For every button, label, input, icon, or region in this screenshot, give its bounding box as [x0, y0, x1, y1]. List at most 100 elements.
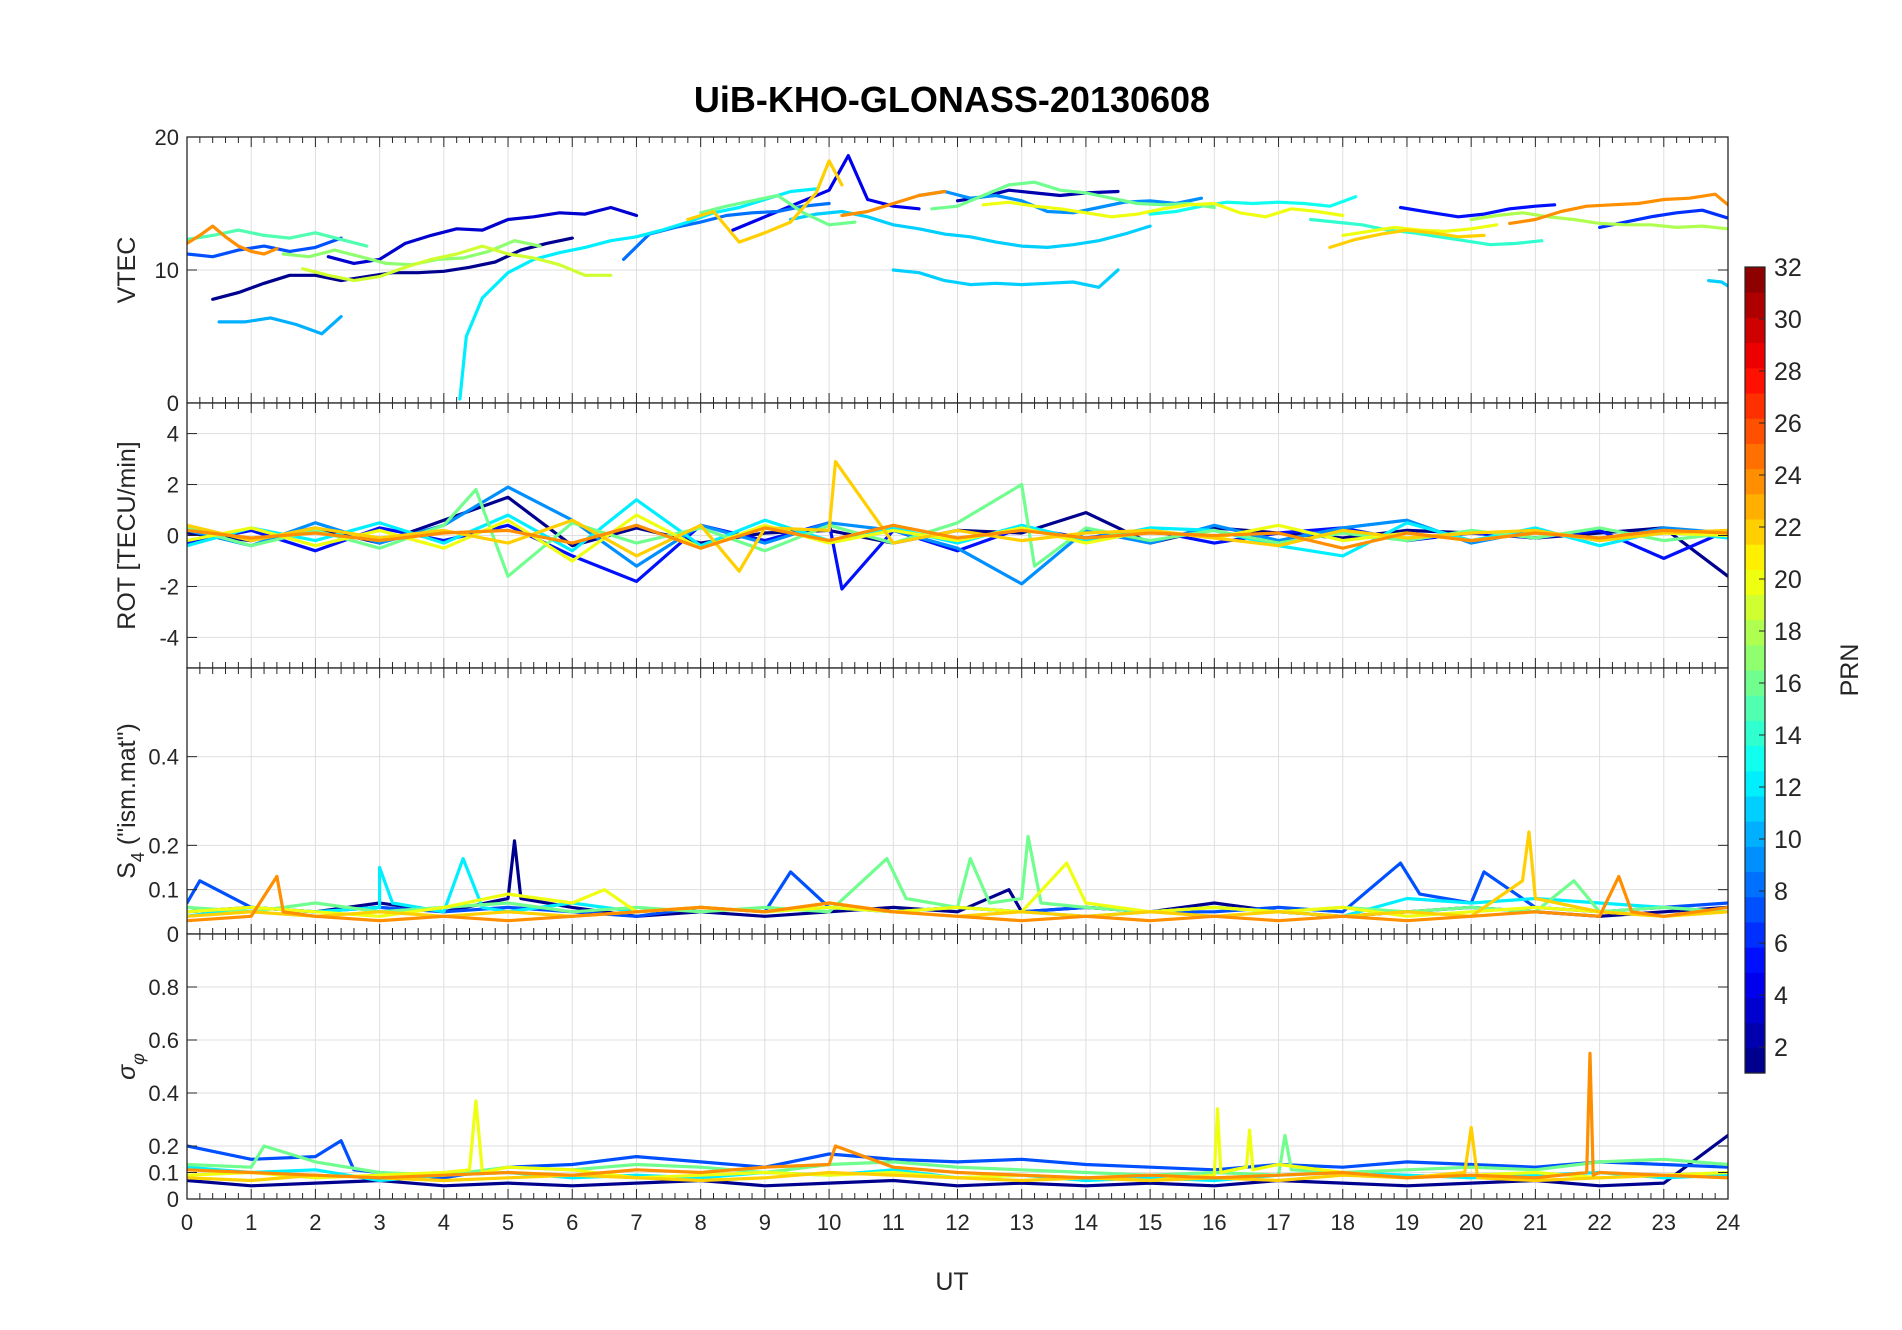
series-line-prn-22: [1328, 228, 1486, 249]
y-tick-label: 0.4: [148, 1081, 179, 1106]
series-line-prn-16: [187, 834, 1728, 914]
colorbar-segment: [1745, 720, 1765, 747]
series-line-prn-22: [187, 1125, 1728, 1183]
colorbar-segment: [1745, 997, 1765, 1024]
series-line-prn-24: [1508, 192, 1728, 225]
series-line-prn-9: [917, 189, 1204, 215]
colorbar-segment: [1745, 745, 1765, 772]
colorbar-tick-label: 18: [1774, 618, 1802, 646]
y-axis-label: S4 ("ism.mat"): [113, 723, 148, 879]
colorbar-frame: [1744, 266, 1766, 1074]
y-tick-label: 2: [167, 473, 179, 498]
colorbar-segment: [1745, 342, 1765, 369]
colorbar-segment: [1745, 443, 1765, 470]
y-tick-label: 10: [155, 258, 179, 283]
y-tick-label: 0.2: [148, 1134, 179, 1159]
colorbar-segment: [1745, 921, 1765, 948]
series-line-prn-24: [187, 523, 1728, 550]
colorbar-tick-label: 26: [1774, 410, 1802, 438]
y-tick-label: 0.1: [148, 1161, 179, 1186]
colorbar-tick-label: 32: [1774, 254, 1802, 282]
colorbar-segment: [1745, 544, 1765, 570]
series-line-prn-22: [187, 830, 1728, 918]
colorbar-tick-label: 14: [1774, 722, 1802, 750]
colorbar-tick-label: 30: [1774, 306, 1802, 334]
series-line-prn-20: [981, 200, 1345, 219]
x-tick-label: 17: [1266, 1210, 1290, 1235]
series-line-prn-24: [187, 224, 279, 256]
colorbar-label: PRN: [1836, 644, 1864, 697]
colorbar-segment: [1745, 392, 1765, 419]
colorbar-tick-label: 6: [1774, 930, 1788, 958]
colorbar-tick-label: 24: [1774, 462, 1802, 490]
x-tick-label: 23: [1652, 1210, 1676, 1235]
colorbar-segment: [1745, 292, 1765, 318]
series-group: [187, 1051, 1728, 1188]
y-axis-label: ROT [TECU/min]: [113, 441, 141, 629]
y-tick-label: 0: [167, 391, 179, 416]
y-tick-label: 0.1: [148, 878, 179, 903]
x-tick-label: 20: [1459, 1210, 1483, 1235]
colorbar-segment: [1745, 468, 1765, 495]
x-tick-label: 8: [695, 1210, 707, 1235]
y-axis-label: σφ: [113, 1053, 148, 1080]
colorbar-tick-label: 2: [1774, 1034, 1788, 1062]
y-tick-label: 20: [155, 125, 179, 150]
colorbar-segment: [1745, 821, 1765, 847]
y-tick-label: -4: [159, 625, 179, 650]
series-line-prn-19: [301, 244, 613, 283]
x-tick-label: 15: [1138, 1210, 1162, 1235]
series-line-prn-10: [217, 315, 343, 336]
panel-1: 0 10 20 VTEC: [113, 125, 1729, 416]
colorbar-segment: [1745, 1047, 1765, 1074]
series-line-prn-3: [326, 205, 639, 265]
x-tick-label: 18: [1331, 1210, 1355, 1235]
x-tick-label: 4: [438, 1210, 450, 1235]
x-tick-label: 12: [945, 1210, 969, 1235]
colorbar-segment: [1745, 1022, 1765, 1049]
colorbar-segment: [1745, 871, 1765, 898]
series-line-prn-13: [1148, 195, 1358, 216]
colorbar-segment: [1745, 947, 1765, 973]
y-tick-label: -2: [159, 574, 179, 599]
x-tick-label: 24: [1716, 1210, 1740, 1235]
panel-2: -4 -2 0 2 4 ROT [TECU/min]: [113, 402, 1729, 669]
colorbar-segment: [1745, 619, 1765, 646]
x-tick-label: 9: [759, 1210, 771, 1235]
x-tick-label: 6: [566, 1210, 578, 1235]
series-group: [187, 154, 1728, 401]
colorbar-segment: [1745, 493, 1765, 520]
colorbar-segment: [1745, 594, 1765, 621]
series-line-prn-12: [458, 187, 818, 401]
y-tick-label: 4: [167, 422, 179, 447]
colorbar-segment: [1745, 670, 1765, 696]
series-line-prn-22: [187, 460, 1728, 573]
series-line-prn-15: [187, 228, 369, 248]
x-tick-label: 19: [1395, 1210, 1419, 1235]
x-axis-label: UT: [935, 1268, 968, 1296]
colorbar-segment: [1745, 896, 1765, 923]
x-tick-label: 10: [817, 1210, 841, 1235]
x-tick-label: 13: [1009, 1210, 1033, 1235]
colorbar-segment: [1745, 418, 1765, 444]
series-line-prn-16: [930, 180, 1216, 211]
y-tick-label: 0.2: [148, 833, 179, 858]
colorbar-segment: [1745, 846, 1765, 873]
x-tick-label: 3: [374, 1210, 386, 1235]
x-tick-label: 0: [181, 1210, 193, 1235]
colorbar-segment: [1745, 569, 1765, 596]
series-line-prn-24: [187, 874, 1728, 923]
colorbar-segment: [1745, 317, 1765, 344]
series-group: [187, 460, 1728, 591]
y-axis-label: VTEC: [113, 237, 141, 304]
series-line-prn-11: [1707, 279, 1728, 288]
x-tick-label: 21: [1523, 1210, 1547, 1235]
series-line-prn-1: [187, 1133, 1728, 1188]
y-tick-label: 0: [167, 1187, 179, 1212]
colorbar-segment: [1745, 367, 1765, 394]
series-line-prn-11: [891, 268, 1120, 289]
colorbar-tick-label: 22: [1774, 514, 1802, 542]
colorbar-tick-label: 20: [1774, 566, 1802, 594]
